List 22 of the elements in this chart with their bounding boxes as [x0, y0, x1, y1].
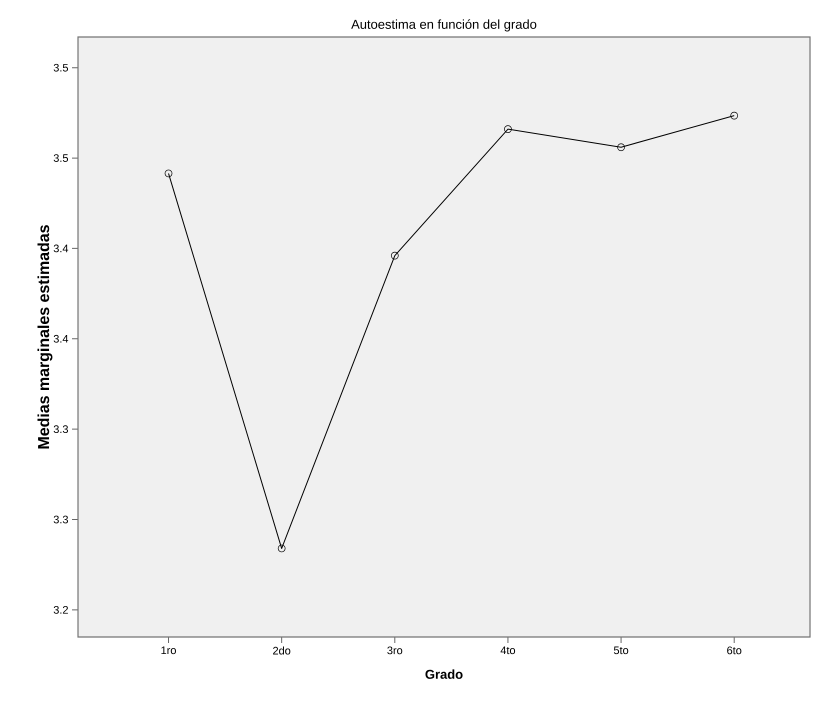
- y-tick-label: 3.4: [54, 334, 68, 343]
- point: [390, 252, 399, 260]
- point: [730, 112, 738, 120]
- point: [617, 143, 625, 152]
- point: [164, 170, 172, 178]
- x-tick-label: 6to: [727, 646, 742, 654]
- y-axis-title: Medias marginales estimadas: [37, 225, 52, 448]
- y-tick-label: 3.5: [54, 154, 68, 162]
- x-tick-label: 4to: [500, 646, 516, 654]
- x-tick-label: 5to: [614, 646, 628, 654]
- y-tick-label: 3.5: [54, 64, 68, 72]
- y-tick-label: 3.4: [54, 244, 68, 252]
- y-tick-label: 3.3: [54, 516, 68, 524]
- point: [278, 544, 286, 552]
- x-tick-label: 2do: [273, 646, 290, 655]
- x-tick-label: 3ro: [387, 646, 402, 654]
- y-tick-label: 3.3: [54, 425, 68, 434]
- point: [504, 125, 512, 133]
- y-tick-label: 3.2: [54, 606, 68, 614]
- x-tick-label: 1ro: [161, 646, 176, 654]
- chart-title: Autoestima en función del grado: [351, 19, 536, 32]
- x-axis-title: Grado: [425, 669, 463, 679]
